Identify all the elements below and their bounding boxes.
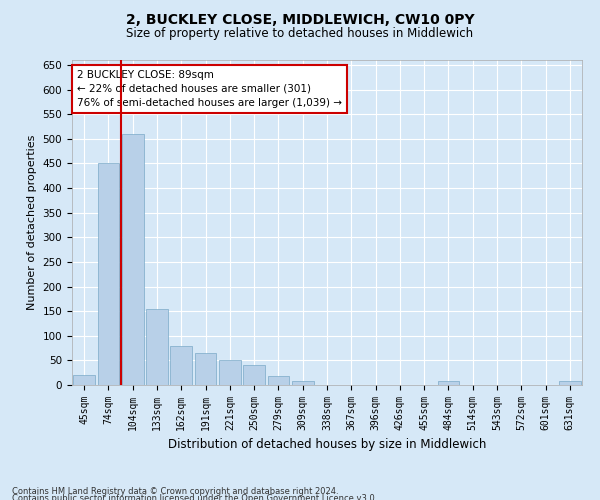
Text: Contains public sector information licensed under the Open Government Licence v3: Contains public sector information licen…: [12, 494, 377, 500]
Bar: [219, 360, 241, 385]
Bar: [122, 134, 143, 385]
Bar: [97, 164, 119, 385]
Text: 2 BUCKLEY CLOSE: 89sqm
← 22% of detached houses are smaller (301)
76% of semi-de: 2 BUCKLEY CLOSE: 89sqm ← 22% of detached…: [77, 70, 342, 108]
Bar: [559, 381, 581, 385]
Bar: [170, 346, 192, 385]
Bar: [146, 308, 168, 385]
X-axis label: Distribution of detached houses by size in Middlewich: Distribution of detached houses by size …: [168, 438, 486, 452]
Bar: [437, 381, 460, 385]
Text: Contains HM Land Registry data © Crown copyright and database right 2024.: Contains HM Land Registry data © Crown c…: [12, 488, 338, 496]
Bar: [292, 381, 314, 385]
Text: 2, BUCKLEY CLOSE, MIDDLEWICH, CW10 0PY: 2, BUCKLEY CLOSE, MIDDLEWICH, CW10 0PY: [125, 12, 475, 26]
Y-axis label: Number of detached properties: Number of detached properties: [27, 135, 37, 310]
Bar: [243, 366, 265, 385]
Bar: [194, 353, 217, 385]
Bar: [73, 375, 95, 385]
Bar: [268, 376, 289, 385]
Text: Size of property relative to detached houses in Middlewich: Size of property relative to detached ho…: [127, 28, 473, 40]
